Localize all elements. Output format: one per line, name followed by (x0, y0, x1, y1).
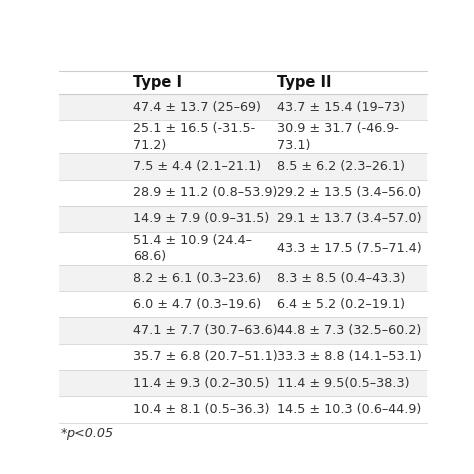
Text: 25.1 ± 16.5 (-31.5-
71.2): 25.1 ± 16.5 (-31.5- 71.2) (134, 122, 255, 152)
Bar (59, 265, 427, 291)
Text: 14.5 ± 10.3 (0.6–44.9): 14.5 ± 10.3 (0.6–44.9) (277, 403, 421, 416)
Text: 8.2 ± 6.1 (0.3–23.6): 8.2 ± 6.1 (0.3–23.6) (134, 272, 262, 284)
Text: 29.1 ± 13.7 (3.4–57.0): 29.1 ± 13.7 (3.4–57.0) (277, 212, 421, 226)
Text: 29.2 ± 13.5 (3.4–56.0): 29.2 ± 13.5 (3.4–56.0) (277, 186, 421, 199)
Text: 28.9 ± 11.2 (0.8–53.9): 28.9 ± 11.2 (0.8–53.9) (134, 186, 278, 199)
Text: 47.4 ± 13.7 (25–69): 47.4 ± 13.7 (25–69) (134, 101, 261, 114)
Text: 35.7 ± 6.8 (20.7–51.1): 35.7 ± 6.8 (20.7–51.1) (134, 350, 278, 364)
Text: 47.1 ± 7.7 (30.7–63.6): 47.1 ± 7.7 (30.7–63.6) (134, 324, 278, 337)
Bar (59, 344, 427, 370)
Text: 8.5 ± 6.2 (2.3–26.1): 8.5 ± 6.2 (2.3–26.1) (277, 160, 405, 173)
Text: 10.4 ± 8.1 (0.5–36.3): 10.4 ± 8.1 (0.5–36.3) (134, 403, 270, 416)
Text: 43.7 ± 15.4 (19–73): 43.7 ± 15.4 (19–73) (277, 101, 405, 114)
Bar (59, 206, 427, 232)
Text: 43.3 ± 17.5 (7.5–71.4): 43.3 ± 17.5 (7.5–71.4) (277, 242, 421, 255)
Bar (59, 370, 427, 396)
Text: 44.8 ± 7.3 (32.5–60.2): 44.8 ± 7.3 (32.5–60.2) (277, 324, 421, 337)
Text: Type I: Type I (134, 75, 182, 90)
Bar (59, 180, 427, 206)
Text: 6.0 ± 4.7 (0.3–19.6): 6.0 ± 4.7 (0.3–19.6) (134, 298, 262, 311)
Text: p<0.05: p<0.05 (66, 427, 113, 440)
Text: 6.4 ± 5.2 (0.2–19.1): 6.4 ± 5.2 (0.2–19.1) (277, 298, 405, 311)
Text: 30.9 ± 31.7 (-46.9-
73.1): 30.9 ± 31.7 (-46.9- 73.1) (277, 122, 399, 152)
Bar (59, 153, 427, 180)
Bar (59, 396, 427, 423)
Bar (59, 120, 427, 153)
Text: 14.9 ± 7.9 (0.9–31.5): 14.9 ± 7.9 (0.9–31.5) (134, 212, 270, 226)
Text: 51.4 ± 10.9 (24.4–
68.6): 51.4 ± 10.9 (24.4– 68.6) (134, 234, 253, 263)
Text: 11.4 ± 9.5(0.5–38.3): 11.4 ± 9.5(0.5–38.3) (277, 377, 409, 390)
Text: 8.3 ± 8.5 (0.4–43.3): 8.3 ± 8.5 (0.4–43.3) (277, 272, 405, 284)
Text: 11.4 ± 9.3 (0.2–30.5): 11.4 ± 9.3 (0.2–30.5) (134, 377, 270, 390)
Text: Type II: Type II (277, 75, 331, 90)
Bar (59, 232, 427, 265)
Text: 7.5 ± 4.4 (2.1–21.1): 7.5 ± 4.4 (2.1–21.1) (134, 160, 262, 173)
Bar (59, 291, 427, 318)
Bar (59, 318, 427, 344)
Text: *: * (61, 427, 72, 440)
Text: 33.3 ± 8.8 (14.1–53.1): 33.3 ± 8.8 (14.1–53.1) (277, 350, 421, 364)
Bar (59, 94, 427, 120)
